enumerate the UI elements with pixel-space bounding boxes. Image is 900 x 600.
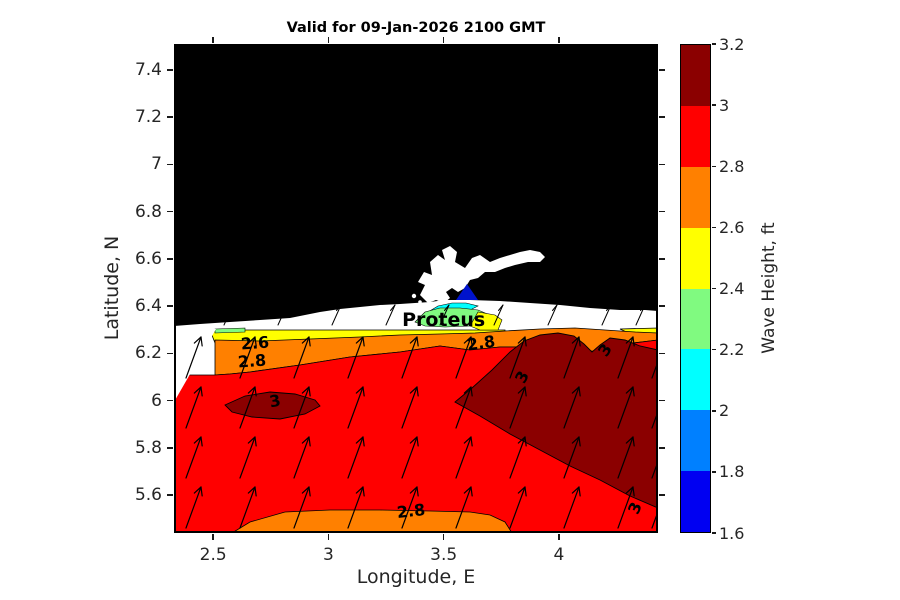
colorbar-band [681,166,710,228]
y-tick-right [659,399,665,402]
contour-label: 2.8 [396,499,427,522]
y-tick-right [659,69,665,71]
colorbar-tick-label: 1.8 [719,462,745,482]
colorbar-tick-label: 3.2 [719,34,745,54]
x-tick-label: 3 [322,545,334,565]
x-tick-label: 3.5 [430,545,458,565]
y-tick-label: 6 [151,390,162,411]
proteus-station-marker [456,284,478,300]
colorbar-band [681,105,710,167]
y-tick-right [659,352,665,355]
contour-label: 2.8 [237,350,268,372]
chart-title: Valid for 09-Jan-2026 2100 GMT [286,20,546,36]
y-tick [167,163,173,166]
y-tick [167,494,173,496]
y-tick-label: 6.2 [134,343,162,364]
colorbar-tick [712,43,716,45]
contour-label: 2.8 [465,331,496,355]
colorbar-tick [712,226,716,229]
colorbar-tick-label: 2.8 [719,156,745,176]
colorbar-tick [712,532,716,534]
x-tick-label: 2.5 [199,545,227,565]
x-tick-top [558,37,560,43]
x-tick [442,534,445,540]
x-tick-top [327,37,330,43]
y-tick [167,447,173,449]
y-tick [167,116,173,118]
y-tick [167,210,173,213]
nodata-west-wedge [174,326,216,402]
y-tick [167,399,173,402]
colorbar [680,44,711,533]
y-tick-label: 6.6 [134,248,162,269]
y-tick-right [659,210,665,213]
y-tick [167,69,173,71]
y-tick-label: 6.8 [134,201,162,222]
colorbar-tick [712,165,716,167]
y-tick [167,305,173,307]
colorbar-tick-label: 3 [719,95,730,115]
wave-direction-arrows [185,304,658,529]
y-tick-label: 7 [151,154,162,175]
y-tick-right [659,258,665,260]
y-tick-right [659,116,665,118]
waveband-3-3p2-darkred-east [454,332,658,509]
colorbar-band [681,349,710,411]
lagoon-waterbody [418,246,545,303]
colorbar-tick [712,104,716,106]
colorbar-tick-label: 2 [719,401,730,421]
colorbar-tick-label: 2.2 [719,340,745,360]
x-tick [558,534,560,540]
y-tick-right [659,447,665,449]
colorbar-tick [712,287,716,290]
waveband-3-3p2-darkred-blob [224,391,321,420]
x-axis-label: Longitude, E [356,566,476,588]
x-tick [212,534,214,540]
land-mask [174,44,658,326]
y-tick-label: 5.8 [134,437,162,458]
y-tick-right [659,163,665,166]
x-tick-top [442,37,445,43]
colorbar-band [681,45,710,106]
x-tick-label: 4 [553,545,565,565]
y-tick-label: 5.6 [134,485,162,506]
lagoon-speckle [411,293,417,299]
proteus-station-label: Proteus [402,309,486,332]
lagoon-speckle [418,300,422,304]
colorbar-tick [712,348,716,351]
x-tick-top [212,37,214,43]
y-tick [167,352,173,355]
colorbar-tick-label: 2.6 [719,217,745,237]
colorbar-tick-label: 2.4 [719,279,745,298]
colorbar-tick [712,471,716,473]
y-tick-right [659,494,665,496]
colorbar-band [681,227,710,289]
waveband-bottom-orange [231,509,513,533]
y-tick-right [659,305,665,307]
x-tick [327,534,330,540]
colorbar-tick-label: 1.6 [719,523,745,543]
y-tick-label: 7.2 [134,107,162,128]
y-tick-label: 7.4 [134,59,162,80]
colorbar-tick [712,410,716,412]
waveband-2p4-2p6-yellow-wedge [469,311,503,331]
colorbar-band [681,288,710,350]
colorbar-band [681,471,710,532]
waveband-2p2-2p4-green-strip [214,327,246,334]
map-plot [174,44,658,533]
plot-border [174,44,658,533]
y-tick [167,258,173,260]
colorbar-label: Wave Height, ft [759,222,779,354]
y-tick-label: 6.4 [134,296,162,317]
colorbar-band [681,410,710,472]
